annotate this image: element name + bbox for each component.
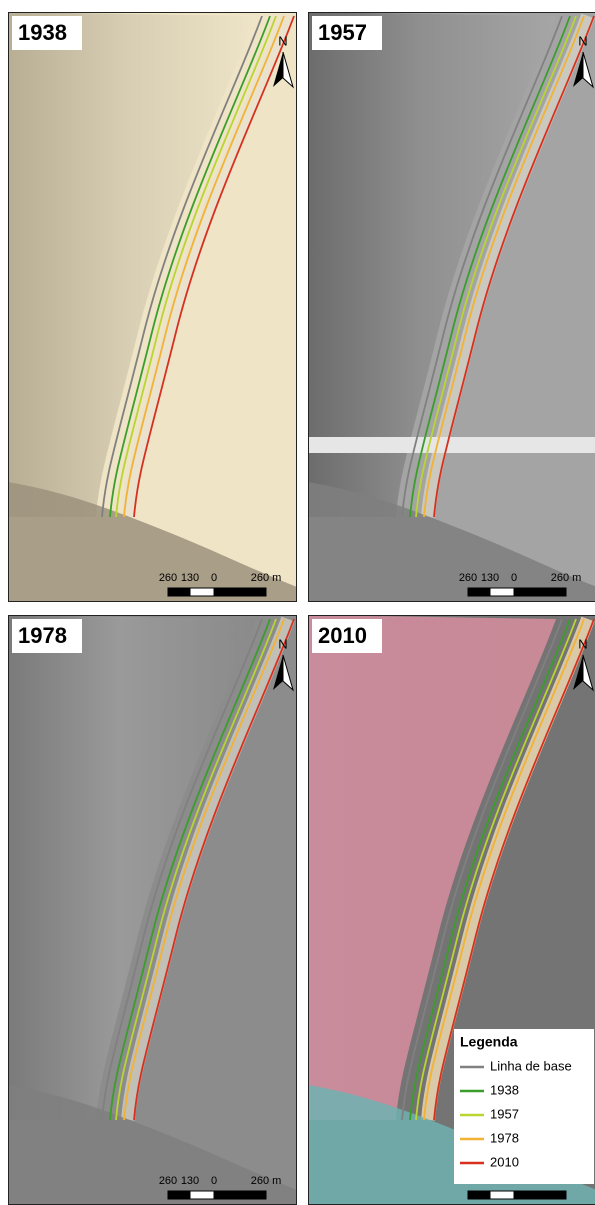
- legend-label: 1957: [490, 1106, 519, 1121]
- map-panel: 2010N2601300260 mLegendaLinha de base193…: [308, 615, 595, 1205]
- panel-title: 1978: [18, 623, 67, 648]
- scale-segment: [214, 588, 266, 596]
- page: 1938 N 260 130 0 260 m 1957 N 260 130 0 260 m 1978 N 2…: [0, 0, 595, 1205]
- scale-segment: [490, 588, 514, 596]
- scale-label: 0: [511, 572, 517, 584]
- scale-segment: [214, 1191, 266, 1199]
- scale-label: 260 m: [551, 572, 582, 584]
- legend-label: 1978: [490, 1130, 519, 1145]
- scale-segment: [190, 588, 214, 596]
- scale-segment: [490, 1191, 514, 1199]
- scale-label: 130: [181, 572, 199, 584]
- north-label: N: [278, 33, 287, 48]
- scale-label: 260: [459, 572, 477, 584]
- scale-label: 130: [181, 1175, 199, 1187]
- scale-segment: [468, 588, 490, 596]
- scale-segment: [514, 588, 566, 596]
- legend-label: 2010: [490, 1154, 519, 1169]
- panel-title: 1938: [18, 20, 67, 45]
- panel-content: [8, 12, 297, 602]
- scale-segment: [468, 1191, 490, 1199]
- legend-label: 1938: [490, 1082, 519, 1097]
- scale-segment: [168, 1191, 190, 1199]
- map-panel: 1938 N 260 130 0 260 m: [8, 12, 297, 602]
- panel-title: 1957: [318, 20, 367, 45]
- panel-content: [8, 615, 297, 1205]
- map-panel: 1957 N 260 130 0 260 m: [308, 12, 595, 602]
- north-label: N: [578, 33, 587, 48]
- scale-label: 260 m: [251, 572, 282, 584]
- scale-label: 130: [481, 572, 499, 584]
- legend-title: Legenda: [460, 1034, 518, 1050]
- scale-label: 260: [159, 1175, 177, 1187]
- north-label: N: [278, 636, 287, 651]
- scale-segment: [514, 1191, 566, 1199]
- scale-label: 0: [211, 572, 217, 584]
- panel-title: 2010: [318, 623, 367, 648]
- north-label: N: [578, 636, 587, 651]
- pier: [308, 437, 595, 453]
- map-figure: 1938 N 260 130 0 260 m 1957 N 260 130 0 260 m 1978 N 2…: [0, 0, 595, 1205]
- legend-label: Linha de base: [490, 1058, 572, 1073]
- scale-segment: [168, 588, 190, 596]
- map-panel: 1978 N 260 130 0 260 m: [8, 615, 297, 1205]
- legend-box: [454, 1029, 594, 1184]
- legend: Legenda Linha de base 1938 1957 1978 2010: [454, 1029, 594, 1184]
- scale-label: 260: [159, 572, 177, 584]
- scale-label: 0: [211, 1175, 217, 1187]
- scale-label: 260 m: [251, 1175, 282, 1187]
- panel-content: [308, 12, 595, 602]
- scale-segment: [190, 1191, 214, 1199]
